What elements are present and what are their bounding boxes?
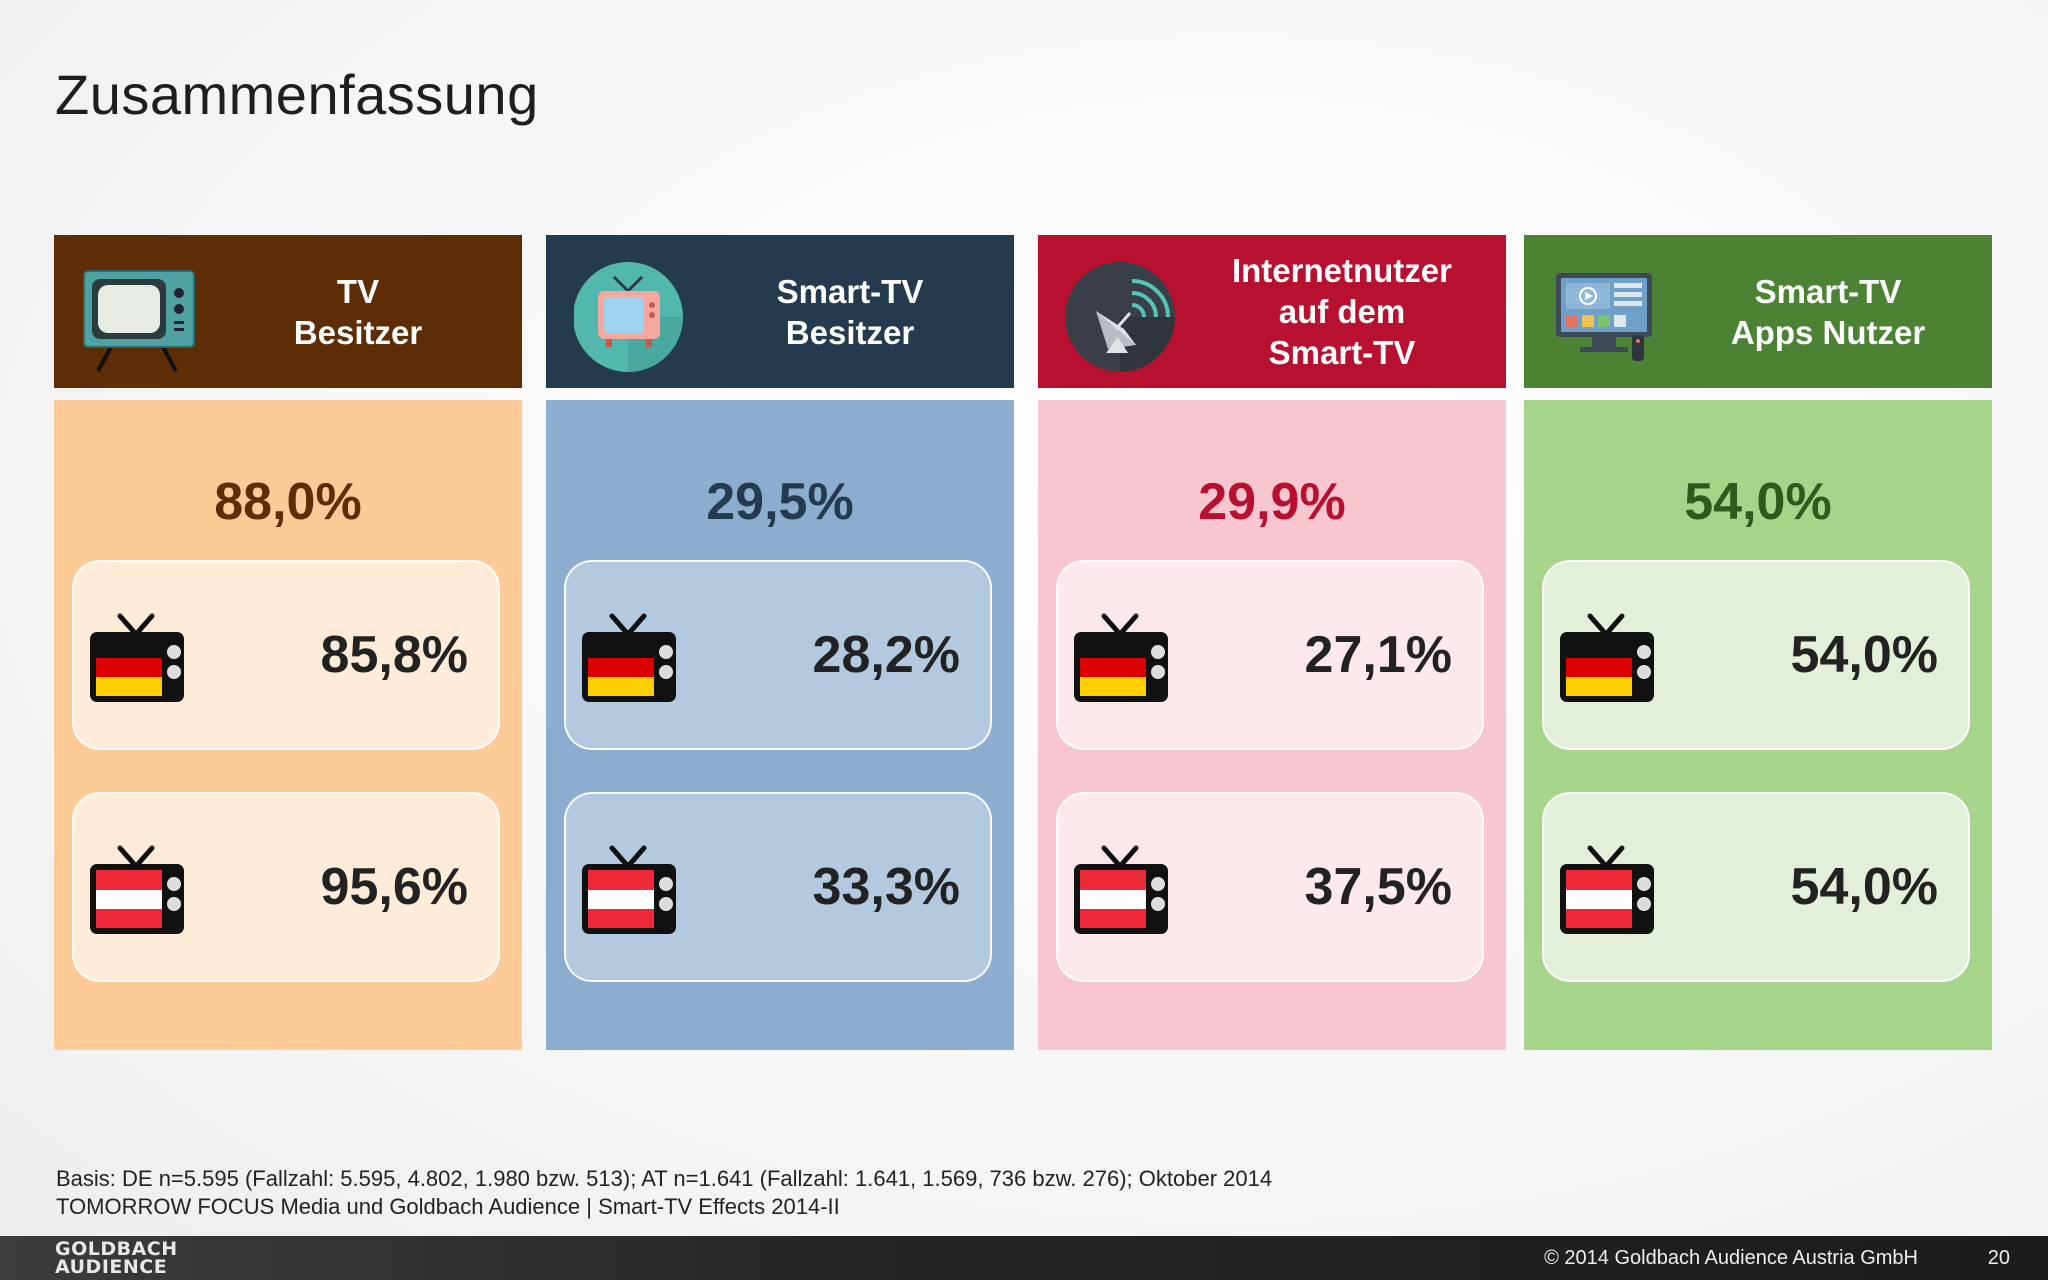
austria-flag-tv-icon xyxy=(1560,845,1654,934)
page-title: Zusammenfassung xyxy=(55,63,539,126)
column-smart-tv-apps-users: Smart-TV Apps Nutzer 54,0% 54,0% xyxy=(1524,235,1992,1050)
column-title: TV Besitzer xyxy=(204,235,512,388)
total-percentage: 54,0% xyxy=(1684,473,1832,531)
germany-flag-tv-icon xyxy=(1560,613,1654,702)
goldbach-audience-logo: GOLDBACH AUDIENCE xyxy=(55,1238,178,1278)
column-header: Smart-TV Besitzer xyxy=(546,235,1014,388)
germany-flag-tv-icon xyxy=(1074,613,1168,702)
austria-card: 33,3% xyxy=(564,792,992,982)
austria-card: 37,5% xyxy=(1056,792,1484,982)
column-title-line: Besitzer xyxy=(785,313,915,351)
footer-bar: GOLDBACH AUDIENCE © 2014 Goldbach Audien… xyxy=(0,1236,2048,1280)
column-body: 88,0% 85,8% xyxy=(54,400,522,1050)
austria-value: 33,3% xyxy=(812,858,960,916)
column-title-line: auf dem xyxy=(1278,293,1406,330)
germany-value: 85,8% xyxy=(320,626,468,684)
austria-flag-tv-icon xyxy=(1074,845,1168,934)
austria-value: 95,6% xyxy=(320,858,468,916)
copyright: © 2014 Goldbach Audience Austria GmbH xyxy=(1544,1247,1918,1269)
germany-card: 27,1% xyxy=(1056,560,1484,750)
germany-card: 28,2% xyxy=(564,560,992,750)
column-internet-users-smart-tv: Internetnutzer auf dem Smart-TV 29,9% 27… xyxy=(1038,235,1506,1050)
austria-flag-tv-icon xyxy=(582,845,676,934)
satellite-dish-icon xyxy=(1066,262,1175,372)
germany-value: 27,1% xyxy=(1304,626,1452,684)
column-header: Internetnutzer auf dem Smart-TV xyxy=(1038,235,1506,388)
smart-tv-icon xyxy=(574,262,683,372)
austria-card: 54,0% xyxy=(1542,792,1970,982)
column-title-line: Smart-TV xyxy=(1268,334,1416,371)
source-note-line: Basis: DE n=5.595 (Fallzahl: 5.595, 4.80… xyxy=(56,1166,1273,1191)
column-title: Internetnutzer auf dem Smart-TV xyxy=(1188,235,1496,388)
column-header: TV Besitzer xyxy=(54,235,522,388)
germany-value: 28,2% xyxy=(812,626,960,684)
germany-card: 85,8% xyxy=(72,560,500,750)
total-percentage: 29,5% xyxy=(706,473,854,531)
logo-line: GOLDBACH xyxy=(55,1238,178,1260)
column-title-line: TV xyxy=(336,272,380,310)
column-title-line: Smart-TV xyxy=(1754,272,1902,310)
logo-line: AUDIENCE xyxy=(55,1256,168,1278)
germany-value: 54,0% xyxy=(1790,626,1938,684)
austria-value: 37,5% xyxy=(1304,858,1452,916)
column-tv-owners: TV Besitzer 88,0% 85,8% xyxy=(54,235,522,1050)
total-percentage: 29,9% xyxy=(1198,473,1346,531)
column-title-line: Besitzer xyxy=(293,313,423,351)
column-title-line: Internetnutzer xyxy=(1231,252,1452,289)
column-title: Smart-TV Besitzer xyxy=(696,235,1004,388)
column-title-line: Apps Nutzer xyxy=(1730,313,1926,351)
column-smart-tv-owners: Smart-TV Besitzer 29,5% 28,2% xyxy=(546,235,1014,1050)
total-percentage: 88,0% xyxy=(214,473,362,531)
austria-card: 95,6% xyxy=(72,792,500,982)
source-note: Basis: DE n=5.595 (Fallzahl: 5.595, 4.80… xyxy=(56,1165,1272,1221)
austria-value: 54,0% xyxy=(1790,858,1938,916)
austria-flag-tv-icon xyxy=(90,845,184,934)
column-header: Smart-TV Apps Nutzer xyxy=(1524,235,1992,388)
page-number: 20 xyxy=(1987,1247,2010,1269)
column-body: 29,5% 28,2% xyxy=(546,400,1014,1050)
germany-card: 54,0% xyxy=(1542,560,1970,750)
column-body: 54,0% 54,0% xyxy=(1524,400,1992,1050)
retro-tv-icon xyxy=(83,270,195,372)
column-title: Smart-TV Apps Nutzer xyxy=(1674,235,1982,388)
germany-flag-tv-icon xyxy=(582,613,676,702)
column-body: 29,9% 27,1% xyxy=(1038,400,1506,1050)
source-note-line: TOMORROW FOCUS Media und Goldbach Audien… xyxy=(56,1194,840,1219)
germany-flag-tv-icon xyxy=(90,613,184,702)
column-title-line: Smart-TV xyxy=(776,272,924,310)
smart-tv-apps-icon xyxy=(1556,273,1652,361)
